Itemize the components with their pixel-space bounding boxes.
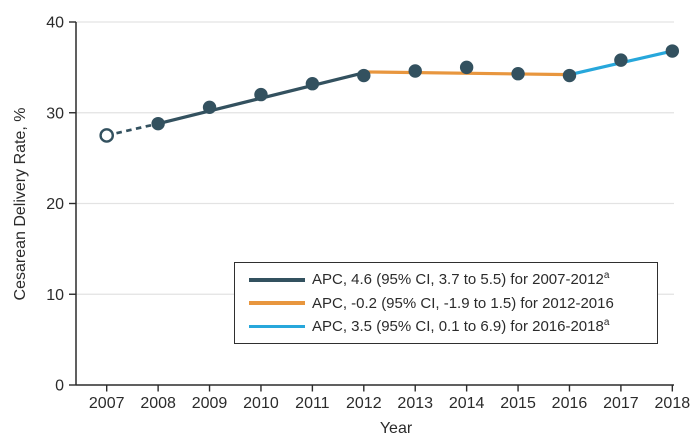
x-tick-label-2009: 2009 xyxy=(192,395,228,412)
data-point-2007-open xyxy=(99,128,114,143)
legend-label: APC, 3.5 (95% CI, 0.1 to 6.9) for 2016-2… xyxy=(312,316,610,335)
x-tick-label-2015: 2015 xyxy=(500,395,536,412)
data-point-2008 xyxy=(151,116,165,131)
y-tick-label-0: 0 xyxy=(55,378,64,395)
legend-line-swatch xyxy=(249,324,305,328)
x-tick-label-2017: 2017 xyxy=(603,395,639,412)
y-tick-label-20: 20 xyxy=(46,196,64,213)
y-tick-label-30: 30 xyxy=(46,105,64,122)
legend-box: APC, 4.6 (95% CI, 3.7 to 5.5) for 2007-2… xyxy=(234,262,658,344)
legend-label: APC, -0.2 (95% CI, -1.9 to 1.5) for 2012… xyxy=(312,294,614,312)
y-tick-label-40: 40 xyxy=(46,15,64,32)
y-tick-label-10: 10 xyxy=(46,287,64,304)
x-tick-label-2011: 2011 xyxy=(295,395,330,412)
legend-label: APC, 4.6 (95% CI, 3.7 to 5.5) for 2007-2… xyxy=(312,270,610,289)
y-axis-title: Cesarean Delivery Rate, % xyxy=(12,107,29,301)
x-tick-label-2014: 2014 xyxy=(449,395,485,412)
data-point-2017 xyxy=(614,53,628,67)
data-point-2011 xyxy=(305,77,320,91)
data-point-2014 xyxy=(459,60,474,75)
data-point-2012 xyxy=(357,68,371,83)
x-tick-label-2016: 2016 xyxy=(552,395,588,412)
x-tick-label-2012: 2012 xyxy=(346,395,382,412)
x-tick-label-2018: 2018 xyxy=(655,395,691,412)
legend-footnote-marker: a xyxy=(603,316,610,328)
x-axis-title: Year xyxy=(379,420,413,437)
segment-dashed-lead-in-2007-2008 xyxy=(106,122,159,137)
legend-entry-0: APC, 4.6 (95% CI, 3.7 to 5.5) for 2007-2… xyxy=(249,271,657,288)
x-tick-label-2010: 2010 xyxy=(243,395,279,412)
legend-footnote-marker: a xyxy=(603,270,610,282)
legend-line-swatch xyxy=(249,278,305,282)
x-tick-label-2007: 2007 xyxy=(89,395,125,412)
legend-line-swatch xyxy=(249,301,305,305)
data-point-2016 xyxy=(562,68,577,83)
x-tick-label-2008: 2008 xyxy=(140,395,176,412)
legend-entry-2: APC, 3.5 (95% CI, 0.1 to 6.9) for 2016-2… xyxy=(249,316,657,335)
data-point-2010 xyxy=(254,87,268,102)
data-point-2013 xyxy=(408,64,422,78)
data-point-2009 xyxy=(202,100,217,115)
x-tick-label-2013: 2013 xyxy=(397,395,433,412)
data-point-2015 xyxy=(511,67,525,81)
legend-entry-1: APC, -0.2 (95% CI, -1.9 to 1.5) for 2012… xyxy=(249,295,657,312)
data-point-2018 xyxy=(665,44,680,58)
